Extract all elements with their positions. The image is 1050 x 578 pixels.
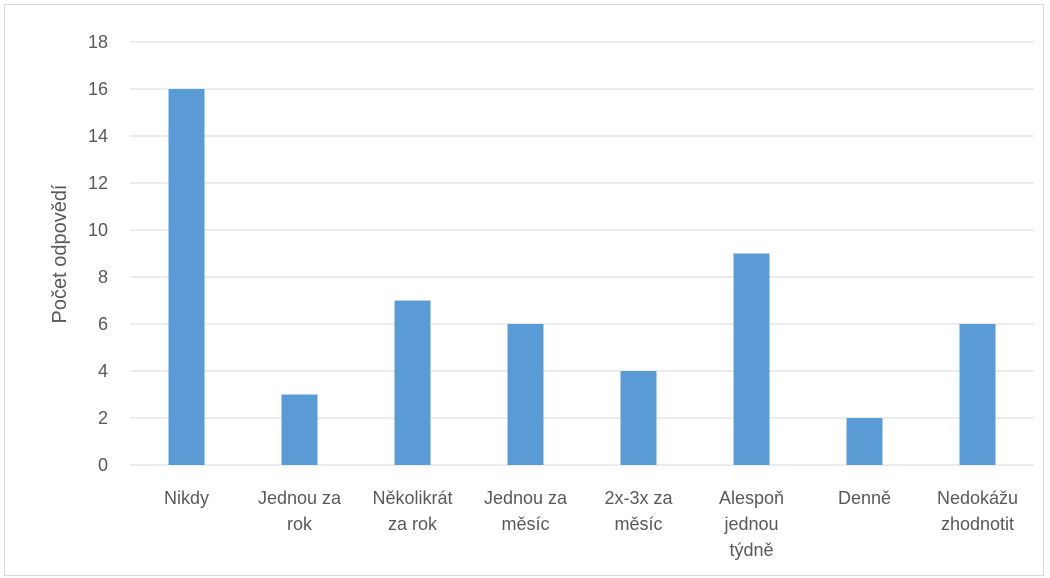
x-category-label-line: Nikdy <box>164 488 209 508</box>
y-tick-label: 12 <box>88 173 108 193</box>
bar <box>507 324 544 465</box>
x-category-label-line: Alespoň <box>719 488 784 508</box>
y-tick-labels: 0 2 4 6 8 10 12 14 16 18 <box>88 32 108 475</box>
x-category-label: Několikrát za rok <box>372 488 452 534</box>
x-category-label: Nedokážu zhodnotit <box>937 488 1018 534</box>
x-category-label-line: rok <box>287 514 313 534</box>
y-tick-label: 14 <box>88 126 108 146</box>
x-category-label-line: 2x-3x za <box>604 488 673 508</box>
bar <box>394 300 431 465</box>
x-category-label-line: měsíc <box>501 514 549 534</box>
x-category-label-line: týdně <box>729 540 773 560</box>
x-category-label-line: Denně <box>838 488 891 508</box>
y-tick-label: 10 <box>88 220 108 240</box>
y-axis-title: Počet odpovědí <box>49 184 71 323</box>
y-tick-label: 18 <box>88 32 108 52</box>
bar <box>733 253 770 465</box>
x-category-label: Jednou za měsíc <box>484 488 568 534</box>
y-tick-label: 0 <box>98 455 108 475</box>
x-category-label-line: za rok <box>388 514 438 534</box>
x-category-label-line: zhodnotit <box>941 514 1014 534</box>
bar <box>620 371 657 465</box>
x-category-label-line: měsíc <box>614 514 662 534</box>
x-category-label-line: jednou <box>723 514 778 534</box>
x-category-label: Denně <box>838 488 891 508</box>
x-category-label-line: Jednou za <box>258 488 342 508</box>
bar <box>959 324 996 465</box>
x-category-label: Alespoň jednou týdně <box>719 488 784 560</box>
x-category-label-line: Nedokážu <box>937 488 1018 508</box>
y-tick-label: 16 <box>88 79 108 99</box>
bar <box>846 418 883 465</box>
x-category-labels: Nikdy Jednou za rok Několikrát za rok Jednou … <box>164 488 1018 560</box>
y-tick-label: 2 <box>98 408 108 428</box>
y-tick-label: 4 <box>98 361 108 381</box>
x-category-label-line: Jednou za <box>484 488 568 508</box>
x-category-label: 2x-3x za měsíc <box>604 488 673 534</box>
y-tick-label: 6 <box>98 314 108 334</box>
bar <box>168 89 205 465</box>
x-category-label-line: Několikrát <box>372 488 452 508</box>
x-category-label: Nikdy <box>164 488 209 508</box>
bars <box>168 89 996 465</box>
gridlines <box>130 41 1034 466</box>
x-category-label: Jednou za rok <box>258 488 342 534</box>
bar <box>281 394 318 465</box>
y-tick-label: 8 <box>98 267 108 287</box>
